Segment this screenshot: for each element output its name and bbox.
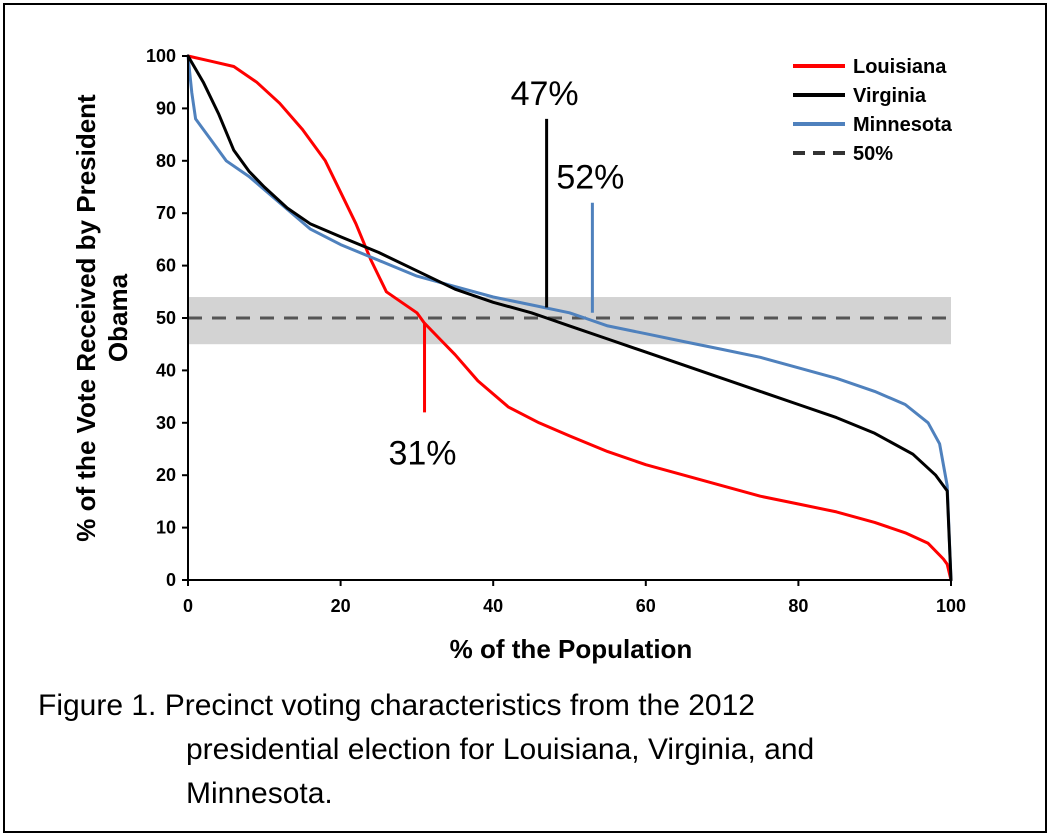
caption-line-2: presidential election for Louisiana, Vir… [186,733,815,766]
y-tick-label: 80 [156,151,176,171]
legend-label-virginia: Virginia [853,85,927,107]
y-tick-label: 30 [156,413,176,433]
legend-label-minnesota: Minnesota [853,114,953,136]
caption-line-3: Minnesota. [186,777,333,810]
figure-frame [3,3,1047,833]
series-line-minnesota [186,54,953,582]
threshold-band [188,297,951,345]
x-tick-label: 40 [483,596,503,616]
y-tick-label: 90 [156,98,176,118]
series-line-virginia [186,54,953,582]
y-axis-title-line-2: Obama [103,273,133,362]
x-axis-title: % of the Population [450,634,693,664]
y-tick-label: 20 [156,465,176,485]
series-line-louisiana [186,54,953,582]
x-tick-label: 20 [331,596,351,616]
legend-label-50pct: 50% [853,143,893,165]
figure-caption: Figure 1. Precinct voting characteristic… [38,684,998,816]
y-tick-label: 10 [156,518,176,538]
x-tick-label: 60 [636,596,656,616]
caption-line-1: Figure 1. Precinct voting characteristic… [38,689,755,722]
annotation-label-31pct: 31% [388,434,456,472]
legend: Louisiana Virginia Minnesota 50% [793,56,953,165]
y-axis-title: % of the Vote Received by President Obama [71,94,133,542]
y-tick-label: 0 [166,570,176,590]
x-tick-label: 0 [183,596,193,616]
y-axis-title-line-1: % of the Vote Received by President [71,94,101,542]
x-tick-label: 100 [936,596,966,616]
chart: 47% 52% 31% 0 10 20 30 40 50 60 70 80 90 100 0 20 40 60 8… [71,46,966,664]
x-tick-label: 80 [788,596,808,616]
y-tick-label: 100 [146,46,176,66]
y-tick-label: 50 [156,308,176,328]
annotation-label-47pct: 47% [511,75,579,113]
annotation-label-52pct: 52% [556,159,624,197]
y-tick-label: 60 [156,256,176,276]
y-tick-label: 40 [156,360,176,380]
legend-label-louisiana: Louisiana [853,56,947,78]
y-tick-label: 70 [156,203,176,223]
